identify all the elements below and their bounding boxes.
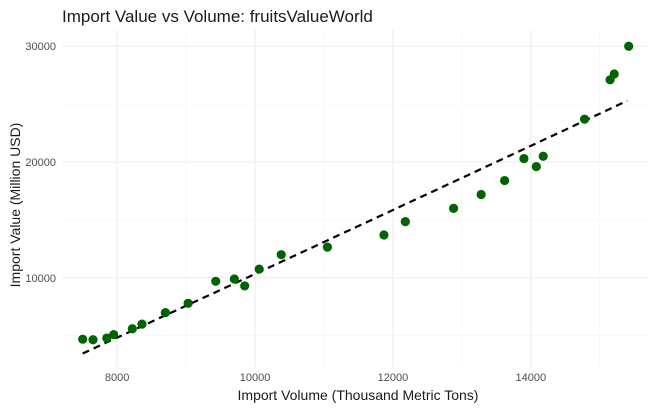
- data-point: [519, 153, 529, 164]
- data-point: [379, 230, 389, 240]
- x-tick-labels: 8000 10000 12000 14000: [105, 372, 546, 384]
- y-axis-title: Import Value (Million USD): [7, 123, 23, 288]
- data-point: [624, 41, 634, 51]
- data-points: [78, 41, 634, 345]
- x-tick-label: 12000: [378, 372, 409, 384]
- data-point: [78, 334, 88, 344]
- data-point: [137, 319, 147, 329]
- data-point: [109, 329, 119, 340]
- x-tick-label: 10000: [240, 372, 271, 384]
- data-point: [531, 162, 541, 172]
- data-point: [476, 189, 486, 200]
- data-point: [102, 333, 112, 343]
- data-point: [322, 242, 333, 252]
- data-point: [538, 151, 548, 161]
- data-point: [448, 203, 459, 213]
- x-axis-title: Import Volume (Thousand Metric Tons): [238, 387, 479, 403]
- data-point: [160, 307, 171, 318]
- y-tick-label: 30000: [25, 41, 56, 53]
- y-tick-label: 10000: [25, 273, 56, 285]
- data-point: [183, 298, 193, 308]
- data-point: [240, 281, 250, 291]
- data-point: [229, 274, 239, 284]
- chart-title: Import Value vs Volume: fruitsValueWorld: [62, 7, 373, 26]
- y-tick-labels: 10000 20000 30000: [25, 41, 56, 285]
- data-point: [88, 335, 98, 345]
- y-tick-label: 20000: [25, 157, 56, 169]
- data-point: [400, 217, 410, 227]
- data-point: [579, 114, 590, 124]
- data-point: [500, 175, 510, 186]
- data-point: [254, 264, 264, 274]
- x-tick-label: 8000: [105, 372, 129, 384]
- data-point: [609, 69, 619, 79]
- grid: [62, 30, 648, 367]
- data-point: [211, 276, 221, 286]
- data-point: [276, 250, 286, 260]
- x-tick-label: 14000: [516, 372, 547, 384]
- trend-line: [82, 99, 628, 355]
- data-point: [127, 324, 137, 334]
